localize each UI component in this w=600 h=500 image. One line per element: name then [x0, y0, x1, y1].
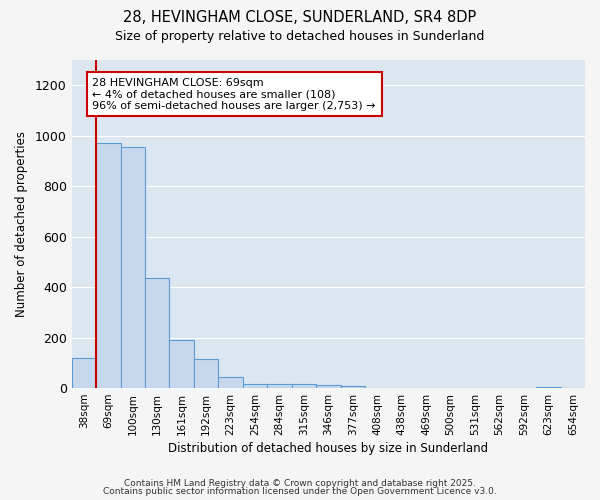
Bar [341, 386, 365, 388]
Bar [169, 340, 194, 388]
Bar [316, 385, 341, 388]
Bar [243, 384, 267, 388]
Bar [218, 376, 243, 388]
Bar [121, 147, 145, 388]
Y-axis label: Number of detached properties: Number of detached properties [15, 131, 28, 317]
Text: Contains HM Land Registry data © Crown copyright and database right 2025.: Contains HM Land Registry data © Crown c… [124, 478, 476, 488]
X-axis label: Distribution of detached houses by size in Sunderland: Distribution of detached houses by size … [168, 442, 488, 455]
Bar [194, 359, 218, 388]
Text: Size of property relative to detached houses in Sunderland: Size of property relative to detached ho… [115, 30, 485, 43]
Text: 28 HEVINGHAM CLOSE: 69sqm
← 4% of detached houses are smaller (108)
96% of semi-: 28 HEVINGHAM CLOSE: 69sqm ← 4% of detach… [92, 78, 376, 111]
Bar [71, 358, 96, 388]
Bar [145, 278, 169, 388]
Bar [96, 144, 121, 388]
Bar [267, 384, 292, 388]
Bar [536, 387, 560, 388]
Text: 28, HEVINGHAM CLOSE, SUNDERLAND, SR4 8DP: 28, HEVINGHAM CLOSE, SUNDERLAND, SR4 8DP [124, 10, 476, 25]
Text: Contains public sector information licensed under the Open Government Licence v3: Contains public sector information licen… [103, 487, 497, 496]
Bar [292, 384, 316, 388]
